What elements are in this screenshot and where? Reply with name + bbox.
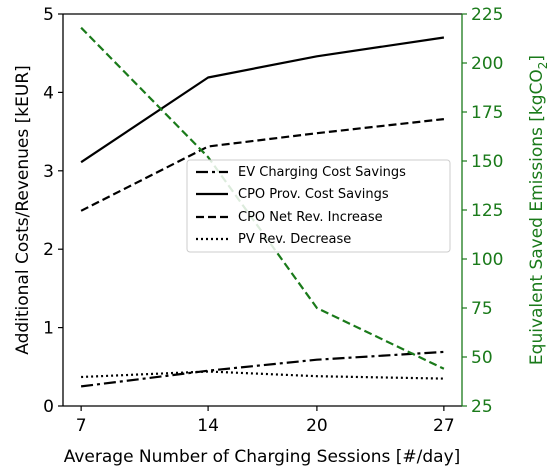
y-right-tick-label-7: 200 [471,54,503,74]
legend: EV Charging Cost Savings CPO Prov. Cost … [186,159,451,253]
x-tick-label-1: 14 [197,416,219,436]
y-left-tick-label-1: 1 [43,319,54,339]
y-left-tick-label-4: 4 [43,83,54,103]
legend-label-pv: PV Rev. Decrease [238,232,351,247]
series-line-1 [80,36,445,164]
y-axis-left-title: Additional Costs/Revenues [kEUR] [13,65,33,355]
y-right-tick-label-2: 75 [471,299,493,319]
y-right-tick-label-4: 125 [471,201,503,221]
x-tick-label-0: 7 [76,416,87,436]
x-tick-label-3: 27 [433,416,455,436]
y-right-tick-label-0: 25 [471,397,493,417]
y-right-tick-label-5: 150 [471,152,503,172]
legend-label-cpo-net: CPO Net Rev. Increase [238,210,383,225]
y-axis-right-title: Equivalent Saved Emissions [kgCO2] [527,55,550,365]
series-line-2 [80,118,445,212]
legend-label-cpo-prov: CPO Prov. Cost Savings [238,187,389,202]
plot-area [80,26,445,388]
legend-label-ev: EV Charging Cost Savings [238,165,406,180]
y-right-tick-label-1: 50 [471,348,493,368]
y-right-tick-label-3: 100 [471,250,503,270]
axes: 7 14 20 27 0 1 2 3 4 5 25 50 75 100 125 150 175 200 225 [43,5,503,436]
y-right-tick-label-6: 175 [471,103,503,123]
x-axis-title: Average Number of Charging Sessions [#/d… [64,447,461,467]
series-line-3 [81,370,444,380]
y-right-tick-label-8: 225 [471,5,503,25]
x-tick-label-2: 20 [306,416,328,436]
series-line-0 [80,350,444,388]
legend-box [186,159,451,253]
y-left-tick-label-0: 0 [43,397,54,417]
y-left-tick-label-2: 2 [43,240,54,260]
series-line-4 [80,26,445,370]
y-left-tick-label-5: 5 [43,5,54,25]
y-left-tick-label-3: 3 [43,162,54,182]
